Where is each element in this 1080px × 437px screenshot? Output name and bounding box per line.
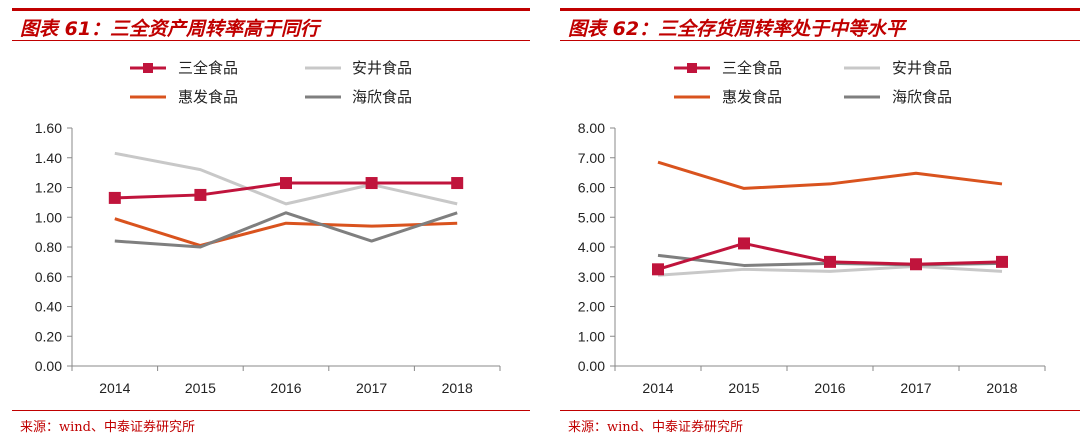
y-tick-label: 1.40: [35, 150, 62, 166]
y-tick-label: 0.40: [35, 299, 62, 315]
chart-title: 图表 62：三全存货周转率处于中等水平: [568, 18, 906, 40]
series-3: [114, 217, 458, 248]
y-tick-label: 3.00: [578, 269, 605, 285]
series-1: [652, 237, 1008, 276]
data-point: [824, 255, 836, 268]
legend-label: 惠发食品: [722, 88, 782, 106]
series-1: [108, 177, 464, 204]
chart-panel-asset-turnover: 图表 61：三全资产周转率高于同行 三全食品 安井食品 惠发食品 海欣食品 0.00 0.…: [0, 0, 530, 437]
y-tick-label: 1.00: [578, 328, 605, 344]
title-row: 图表 61：三全资产周转率高于同行: [0, 8, 530, 42]
y-tick-label: 4.00: [578, 239, 605, 255]
legend-swatch-marker: [143, 63, 153, 73]
y-tick-label: 0.00: [35, 358, 62, 374]
series-line: [114, 211, 458, 249]
data-point: [451, 177, 464, 190]
series-2: [657, 264, 1003, 277]
legend-label: 三全食品: [722, 59, 782, 77]
title-row: 图表 62：三全存货周转率处于中等水平: [548, 8, 1080, 42]
source-note: 来源：wind、中泰证券研究所: [568, 420, 743, 435]
chart-title: 图表 61：三全资产周转率高于同行: [20, 18, 320, 40]
data-point: [365, 177, 378, 190]
x-tick-label: 2015: [185, 380, 216, 396]
series-2: [114, 151, 458, 206]
y-tick-label: 1.20: [35, 180, 62, 196]
axes: 0.00 1.00 2.00 3.00 4.00 5.00 6.00 7.00 8.00 2014…: [578, 120, 1046, 396]
y-tick-label: 0.80: [35, 239, 62, 255]
title-bar: [12, 8, 530, 11]
legend-item: 海欣食品: [305, 88, 412, 106]
legend-item: 三全食品: [130, 59, 238, 77]
title-bar: [560, 8, 1080, 11]
data-point: [652, 263, 664, 276]
series-3: [657, 160, 1003, 190]
data-point: [738, 237, 750, 250]
y-tick-label: 0.60: [35, 269, 62, 285]
data-point: [194, 188, 207, 201]
y-tick-label: 8.00: [578, 120, 605, 136]
y-tick-label: 6.00: [578, 180, 605, 196]
x-tick-label: 2015: [728, 380, 759, 396]
legend-item: 惠发食品: [130, 88, 238, 106]
series-line: [657, 160, 1003, 190]
legend-item: 海欣食品: [844, 88, 952, 106]
data-point: [108, 191, 121, 204]
y-tick-label: 0.20: [35, 328, 62, 344]
legend-item: 三全食品: [674, 59, 782, 77]
legend-label: 安井食品: [892, 59, 952, 77]
x-tick-label: 2018: [442, 380, 473, 396]
series-4: [114, 211, 458, 249]
y-tick-label: 2.00: [578, 299, 605, 315]
chart-panel-inventory-turnover: 图表 62：三全存货周转率处于中等水平 三全食品 安井食品惠发食品 海欣食品 0.00…: [548, 0, 1080, 437]
series-line: [114, 151, 458, 206]
axes: 0.00 0.20 0.40 0.60 0.80 1.00 1.20 1.40 1.60 2014…: [35, 120, 501, 396]
legend-swatch-marker: [687, 63, 697, 73]
x-tick-label: 2017: [900, 380, 931, 396]
legend-label: 海欣食品: [352, 88, 412, 106]
legend-item: 惠发食品: [674, 88, 782, 106]
legend-item: 安井食品: [844, 59, 952, 77]
data-point: [910, 258, 922, 271]
source-divider: [12, 410, 530, 411]
title-underline: [12, 40, 530, 41]
series-line: [657, 264, 1003, 277]
legend-label: 三全食品: [178, 59, 238, 77]
source-note: 来源：wind、中泰证券研究所: [20, 420, 195, 435]
series-line: [114, 217, 458, 248]
x-tick-label: 2016: [814, 380, 845, 396]
source-divider: [560, 410, 1080, 411]
y-tick-label: 1.60: [35, 120, 62, 136]
x-tick-label: 2016: [270, 380, 301, 396]
legend-label: 安井食品: [352, 59, 412, 77]
legend-item: 安井食品: [305, 59, 412, 77]
x-tick-label: 2017: [356, 380, 387, 396]
data-point: [996, 255, 1008, 268]
data-point: [280, 177, 292, 190]
legend-label: 海欣食品: [892, 88, 952, 106]
y-tick-label: 0.00: [578, 358, 605, 374]
y-tick-label: 5.00: [578, 209, 605, 225]
legend-label: 惠发食品: [178, 88, 238, 106]
x-tick-label: 2014: [99, 380, 130, 396]
title-underline: [560, 40, 1080, 41]
y-tick-label: 7.00: [578, 150, 605, 166]
x-tick-label: 2014: [642, 380, 673, 396]
x-tick-label: 2018: [986, 380, 1017, 396]
y-tick-label: 1.00: [35, 209, 62, 225]
